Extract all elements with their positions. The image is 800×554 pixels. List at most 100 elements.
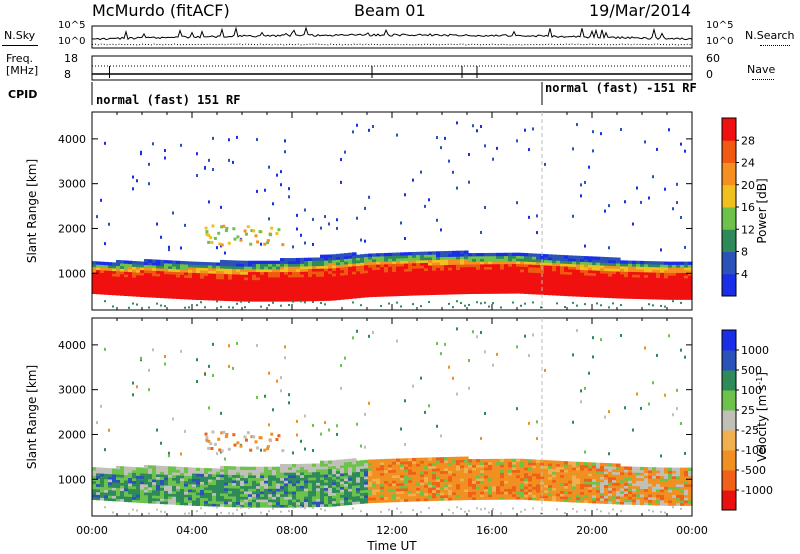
- velocity-cell: [516, 480, 521, 484]
- power-scatter-cell: [472, 124, 474, 128]
- power-cell: [604, 275, 609, 280]
- power-cell: [372, 264, 377, 268]
- power-cell: [376, 258, 381, 262]
- velocity-cell: [584, 483, 589, 487]
- power-cell: [284, 287, 289, 291]
- power-cell: [292, 276, 297, 281]
- power-cell: [240, 266, 245, 270]
- power-cell: [272, 298, 277, 302]
- power-cell: [332, 273, 337, 277]
- power-cell: [568, 268, 573, 273]
- velocity-cell: [332, 479, 337, 483]
- velocity-cell: [344, 477, 349, 482]
- velocity-cell: [536, 481, 541, 485]
- velocity-cell: [372, 464, 377, 469]
- power-cell: [364, 278, 369, 282]
- power-cell: [420, 289, 425, 293]
- power-cell: [232, 284, 237, 288]
- velocity-cell: [404, 490, 409, 494]
- power-near-cell: [540, 306, 542, 309]
- power-cell: [348, 293, 353, 297]
- power-cell: [412, 292, 417, 296]
- velocity-cell: [624, 471, 629, 476]
- velocity-cell: [448, 481, 453, 485]
- power-cell: [500, 266, 505, 270]
- power-cell: [180, 287, 185, 292]
- power-cell: [560, 265, 565, 270]
- velocity-cell: [364, 467, 369, 472]
- velocity-cell: [632, 485, 637, 489]
- velocity-cell: [464, 456, 469, 460]
- velocity-cell: [180, 496, 185, 500]
- power-cell: [224, 289, 229, 293]
- velocity-cell: [208, 476, 213, 480]
- power-scatter-cell: [436, 218, 438, 222]
- power-cell: [608, 259, 613, 264]
- velocity-cell: [328, 503, 333, 507]
- velocity-cell: [412, 484, 417, 489]
- power-cell: [340, 253, 345, 257]
- power-cell: [224, 284, 229, 288]
- velocity-cell: [176, 472, 181, 476]
- power-cell: [424, 273, 429, 277]
- power-cell: [124, 276, 129, 280]
- velocity-cell: [164, 495, 169, 499]
- velocity-cell: [184, 483, 189, 487]
- power-cell: [304, 260, 309, 264]
- power-scatter-cell: [360, 238, 362, 242]
- velocity-cell: [580, 488, 585, 493]
- power-near-cell: [380, 304, 382, 307]
- power-cell: [456, 250, 461, 255]
- power-cell: [552, 254, 557, 258]
- velocity-near-cell: [648, 509, 650, 512]
- velocity-cell: [664, 502, 669, 506]
- power-cell: [116, 268, 121, 272]
- power-cell: [484, 282, 489, 286]
- power-cell: [380, 266, 385, 270]
- power-patch-cell: [266, 241, 270, 245]
- velocity-cell: [112, 487, 117, 491]
- power-cell: [592, 283, 597, 287]
- velocity-scatter-cell: [528, 354, 530, 358]
- power-cell: [316, 297, 321, 302]
- velocity-cell: [396, 461, 401, 465]
- velocity-cell: [576, 483, 581, 487]
- velocity-cell: [568, 469, 573, 473]
- power-cell: [644, 282, 649, 286]
- velocity-cell: [384, 480, 389, 484]
- power-cell: [300, 268, 305, 272]
- velocity-cell: [296, 490, 301, 495]
- power-cell: [412, 262, 417, 266]
- power-cell: [556, 281, 561, 285]
- power-cell: [292, 290, 297, 294]
- velocity-cell: [340, 491, 345, 495]
- power-cell: [612, 278, 617, 283]
- velocity-cell: [420, 484, 425, 488]
- velocity-cell: [512, 458, 517, 462]
- power-cell: [160, 259, 165, 264]
- power-cell: [224, 265, 229, 269]
- power-cell: [560, 281, 565, 286]
- velocity-cell: [564, 482, 569, 486]
- power-cell: [464, 250, 469, 254]
- velocity-cell: [372, 472, 377, 477]
- velocity-cell: [320, 484, 325, 489]
- power-cell: [564, 257, 569, 262]
- power-cell: [580, 266, 585, 270]
- velocity-cell: [568, 485, 573, 489]
- velocity-cell: [528, 494, 533, 498]
- velocity-cell: [104, 492, 109, 496]
- velocity-cell: [208, 495, 213, 499]
- power-cell: [96, 288, 101, 292]
- velocity-cell: [416, 481, 421, 486]
- power-cell: [600, 283, 605, 287]
- power-cell: [240, 287, 245, 291]
- velocity-cell: [264, 490, 269, 495]
- power-cell: [596, 270, 601, 274]
- power-cell: [432, 283, 437, 287]
- velocity-cell: [396, 496, 401, 500]
- power-cell: [432, 278, 437, 282]
- power-cell: [152, 280, 157, 285]
- velocity-cell: [524, 475, 529, 479]
- velocity-cell: [136, 499, 141, 503]
